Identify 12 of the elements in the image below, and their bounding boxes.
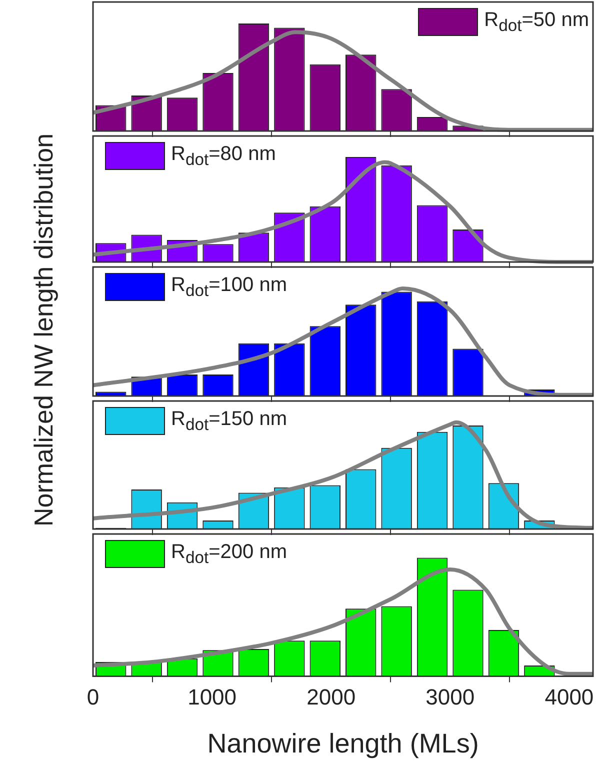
x-tick-label: 0	[86, 684, 100, 710]
x-tick-label: 1000	[188, 684, 237, 710]
legend-label: R$_{dot}$=150 nm	[171, 408, 287, 434]
legend-label: R$_{dot}$=200 nm	[171, 540, 287, 568]
legend-label: R$_{dot}$=100 nm	[171, 274, 287, 300]
y-axis-title: Normalized NW length distribution	[28, 133, 60, 527]
x-tick-label: 3000	[426, 684, 475, 710]
x-tick-label: 4000	[544, 684, 594, 710]
legend-label: R$_{dot}$=50 nm	[484, 8, 589, 36]
x-tick-label: 2000	[306, 684, 356, 710]
legend-label: R$_{dot}$=80 nm	[171, 142, 276, 170]
x-axis-title: Nanowire length (MLs)	[207, 728, 479, 758]
